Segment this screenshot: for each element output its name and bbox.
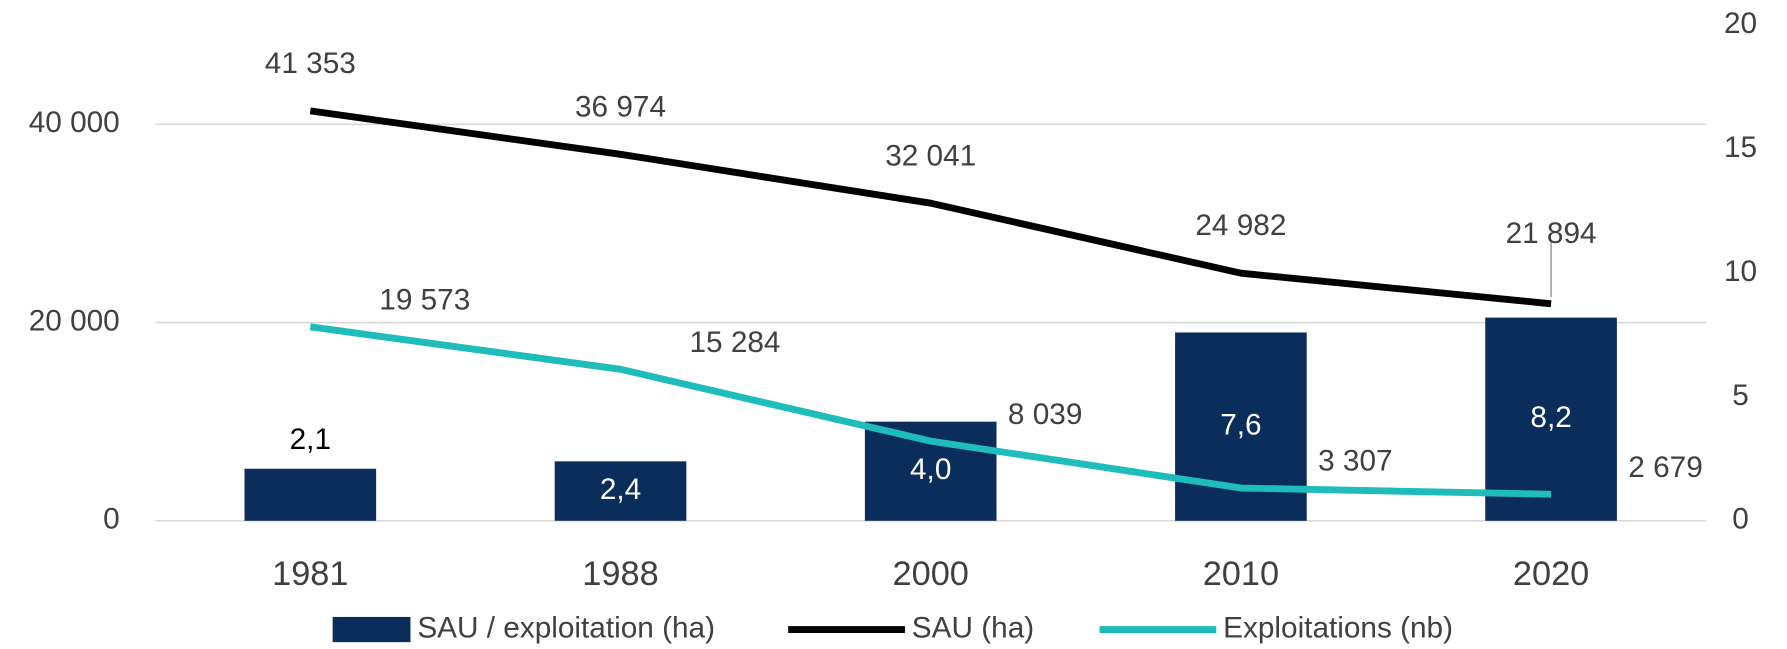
- line-value-label: 3 307: [1318, 445, 1392, 478]
- bar-value-label: 8,2: [1530, 401, 1571, 434]
- y2-tick-label: 20: [1724, 7, 1757, 40]
- line-value-label: 19 573: [379, 283, 470, 316]
- bar-value-label: 7,6: [1220, 408, 1261, 441]
- legend-swatch: [332, 616, 411, 643]
- bar-value-label: 4,0: [910, 453, 951, 486]
- bar: [554, 461, 687, 521]
- line: [309, 107, 1552, 308]
- bar: [244, 468, 377, 521]
- x-tick-label: 2020: [1513, 555, 1589, 593]
- y2-tick-label: 10: [1724, 255, 1757, 288]
- line: [309, 323, 1552, 498]
- y2-tick-label: 5: [1732, 379, 1749, 412]
- line-value-label: 32 041: [885, 139, 976, 172]
- bar-value-label: 2,1: [290, 423, 331, 456]
- x-tick-label: 1981: [272, 555, 348, 593]
- line-value-label: 15 284: [689, 326, 780, 359]
- x-tick-label: 1988: [582, 555, 658, 593]
- line-value-label: 2 679: [1628, 451, 1702, 484]
- line-value-label: 24 982: [1195, 209, 1286, 242]
- legend-label: SAU / exploitation (ha): [417, 611, 715, 644]
- legend-label: SAU (ha): [912, 611, 1034, 644]
- y2-tick-label: 0: [1732, 503, 1749, 536]
- line-value-label: 36 974: [575, 90, 666, 123]
- y-tick-label: 20 000: [29, 304, 120, 337]
- x-tick-label: 2000: [893, 555, 969, 593]
- bar-value-label: 2,4: [600, 473, 641, 506]
- bar: [1485, 317, 1617, 521]
- legend-label: Exploitations (nb): [1223, 611, 1453, 644]
- line-value-label: 21 894: [1506, 217, 1597, 250]
- y2-tick-label: 15: [1724, 131, 1757, 164]
- y-tick-label: 40 000: [29, 106, 120, 139]
- y-tick-label: 0: [103, 503, 120, 536]
- x-tick-label: 2010: [1203, 555, 1279, 593]
- line-value-label: 8 039: [1008, 398, 1082, 431]
- line-value-label: 41 353: [265, 47, 356, 80]
